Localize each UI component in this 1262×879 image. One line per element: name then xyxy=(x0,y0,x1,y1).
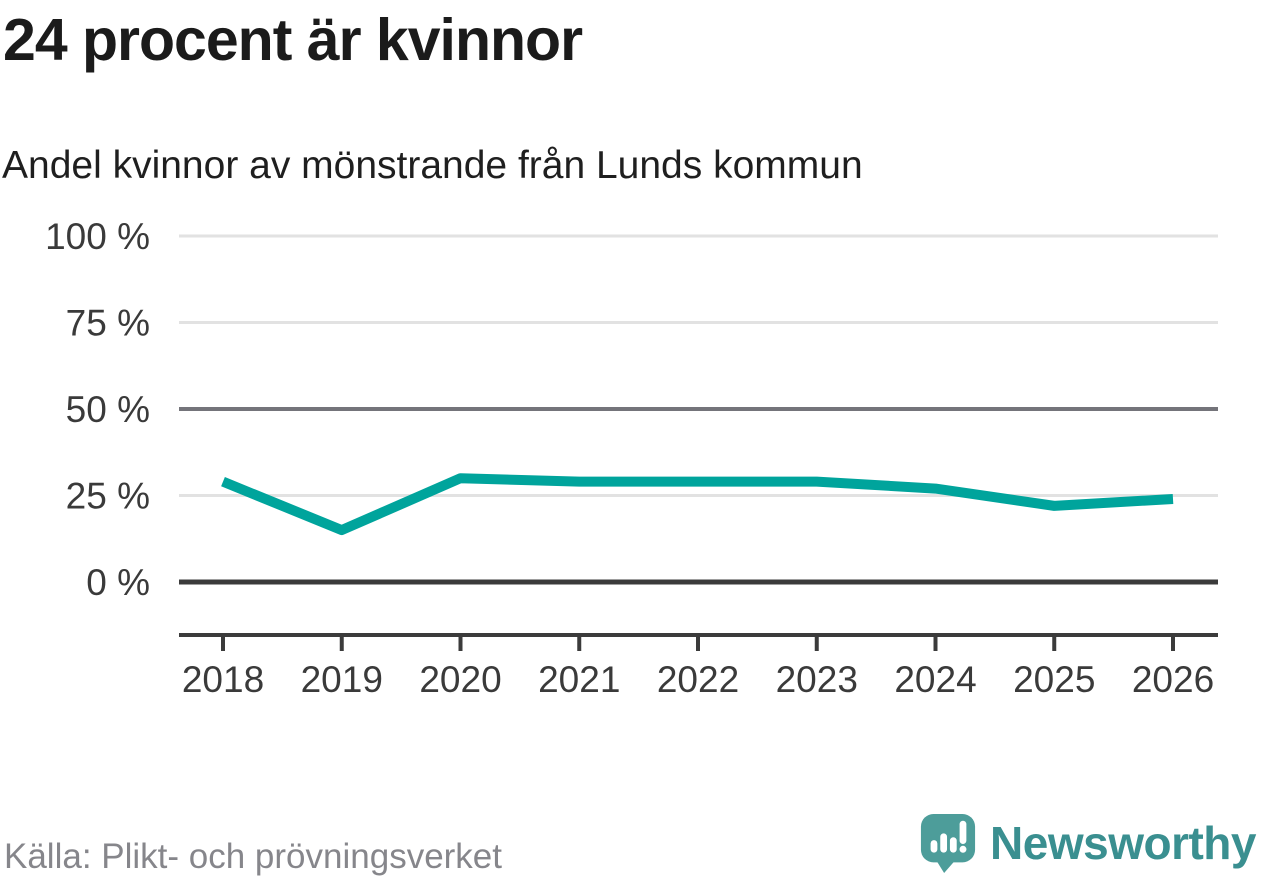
y-tick-label: 75 % xyxy=(66,303,150,344)
x-tick-label: 2022 xyxy=(657,659,739,700)
x-tick-label: 2025 xyxy=(1013,659,1095,700)
chart-subtitle: Andel kvinnor av mönstrande från Lunds k… xyxy=(2,144,863,187)
brand-name: Newsworthy xyxy=(990,817,1256,869)
y-tick-label: 100 % xyxy=(45,216,150,257)
y-tick-label: 50 % xyxy=(66,389,150,430)
newsworthy-bubble-icon xyxy=(920,814,976,873)
x-tick-label: 2019 xyxy=(301,659,383,700)
x-tick-label: 2024 xyxy=(894,659,976,700)
x-tick-label: 2021 xyxy=(538,659,620,700)
source-note: Källa: Plikt- och prövningsverket xyxy=(4,837,502,876)
x-tick-label: 2023 xyxy=(776,659,858,700)
line-chart: 0 % 25 % 50 % 75 % 100 % 2018 2019 2020 2021 2022… xyxy=(45,216,1218,700)
y-tick-label: 25 % xyxy=(66,476,150,517)
x-tick-label: 2020 xyxy=(419,659,501,700)
y-tick-label: 0 % xyxy=(86,562,150,603)
newsworthy-logo: Newsworthy xyxy=(919,813,1256,873)
x-tick-label: 2026 xyxy=(1132,659,1214,700)
chart-title: 24 procent är kvinnor xyxy=(3,7,583,73)
x-tick-label: 2018 xyxy=(182,659,264,700)
data-line xyxy=(221,473,1174,536)
